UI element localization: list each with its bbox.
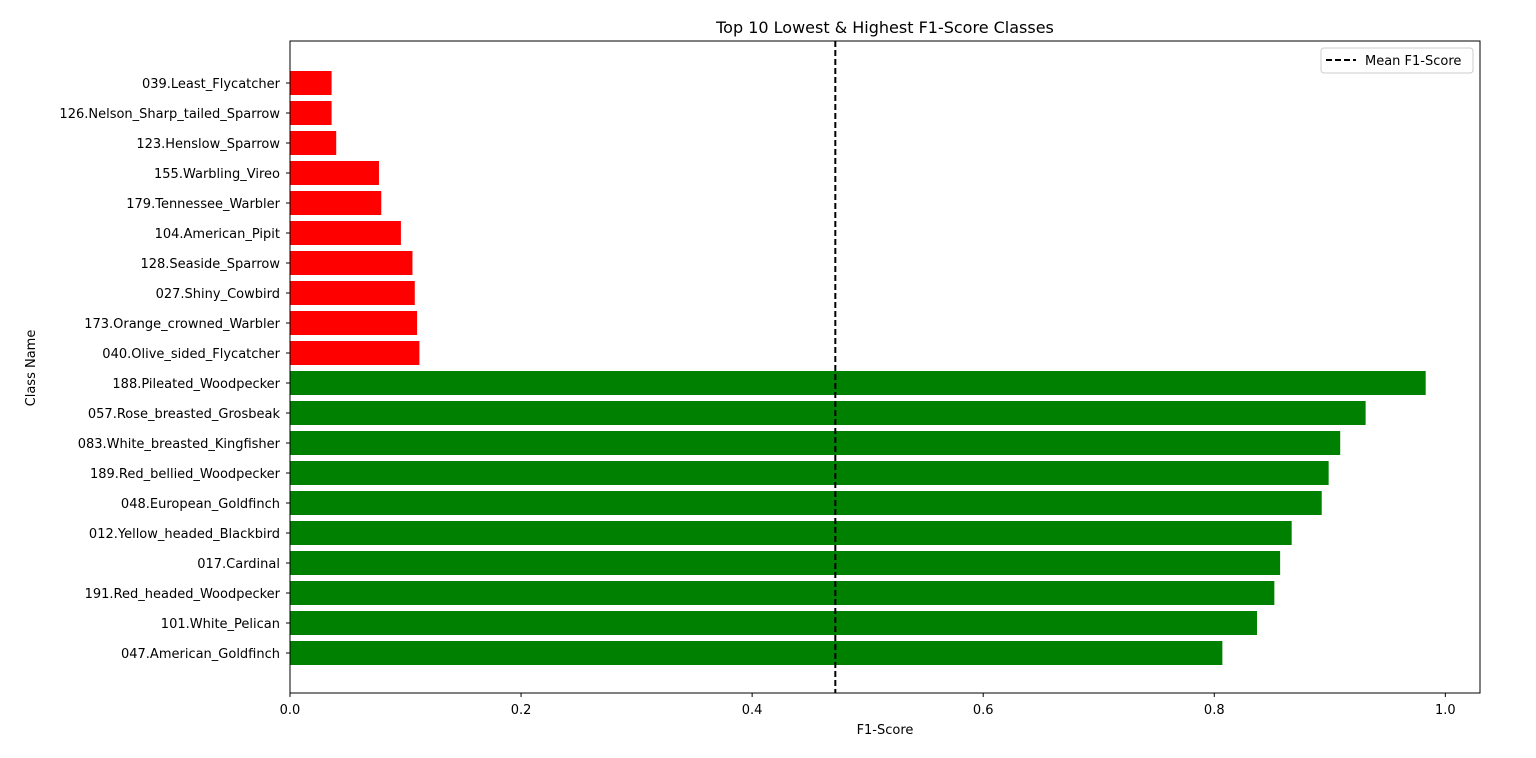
x-axis-ticks: 0.0 0.2 0.4 0.6 0.8 1.0 <box>280 693 1456 718</box>
y-tick-label: 179.Tennessee_Warbler <box>126 197 280 212</box>
y-tick-label: 048.European_Goldfinch <box>121 497 280 512</box>
y-tick-label: 039.Least_Flycatcher <box>142 77 281 92</box>
bar <box>290 611 1258 635</box>
y-tick-label: 017.Cardinal <box>197 557 280 572</box>
bar <box>290 641 1223 665</box>
y-tick-label: 173.Orange_crowned_Warbler <box>84 317 280 332</box>
bar <box>290 431 1341 455</box>
plot-frame <box>289 40 1481 694</box>
y-axis-title: Class Name <box>24 330 39 407</box>
x-tick-label: 0.4 <box>742 703 763 718</box>
x-tick-label: 1.0 <box>1435 703 1456 718</box>
bar <box>290 131 337 155</box>
y-tick-label: 123.Henslow_Sparrow <box>136 137 280 152</box>
bar <box>290 341 420 365</box>
bar <box>290 191 382 215</box>
bar <box>290 311 418 335</box>
x-tick-label: 0.2 <box>511 703 532 718</box>
bar <box>290 461 1329 485</box>
y-axis-ticks: 039.Least_Flycatcher 126.Nelson_Sharp_tai… <box>59 77 290 662</box>
bars-layer <box>290 71 1426 665</box>
y-tick-label: 040.Olive_sided_Flycatcher <box>102 347 280 362</box>
x-tick-label: 0.8 <box>1204 703 1225 718</box>
legend: Mean F1-Score <box>1320 47 1474 74</box>
y-tick-label: 128.Seaside_Sparrow <box>140 257 280 272</box>
y-tick-label: 191.Red_headed_Woodpecker <box>85 587 281 602</box>
bar <box>290 251 413 275</box>
y-tick-label: 188.Pileated_Woodpecker <box>112 377 280 392</box>
bar <box>290 101 332 125</box>
bar <box>290 521 1292 545</box>
y-tick-label: 057.Rose_breasted_Grosbeak <box>88 407 281 422</box>
y-tick-label: 012.Yellow_headed_Blackbird <box>89 527 280 542</box>
y-tick-label: 047.American_Goldfinch <box>121 647 280 662</box>
bar <box>290 281 415 305</box>
x-tick-label: 0.0 <box>280 703 301 718</box>
bar <box>290 221 401 245</box>
bar <box>290 161 379 185</box>
bar <box>290 71 332 95</box>
bar <box>290 491 1322 515</box>
chart-title: Top 10 Lowest & Highest F1-Score Classes <box>715 18 1054 37</box>
y-tick-label: 126.Nelson_Sharp_tailed_Sparrow <box>59 107 280 122</box>
bar <box>290 581 1275 605</box>
y-tick-label: 083.White_breasted_Kingfisher <box>78 437 281 452</box>
legend-label: Mean F1-Score <box>1365 54 1461 69</box>
bar <box>290 371 1426 395</box>
y-tick-label: 104.American_Pipit <box>155 227 280 242</box>
x-tick-label: 0.6 <box>973 703 994 718</box>
bar <box>290 551 1281 575</box>
x-axis-title: F1-Score <box>857 723 914 738</box>
y-tick-label: 027.Shiny_Cowbird <box>156 287 280 302</box>
y-tick-label: 155.Warbling_Vireo <box>154 167 280 182</box>
legend-box <box>1320 47 1474 74</box>
y-tick-label: 101.White_Pelican <box>161 617 280 632</box>
bar <box>290 401 1366 425</box>
y-tick-label: 189.Red_bellied_Woodpecker <box>90 467 281 482</box>
